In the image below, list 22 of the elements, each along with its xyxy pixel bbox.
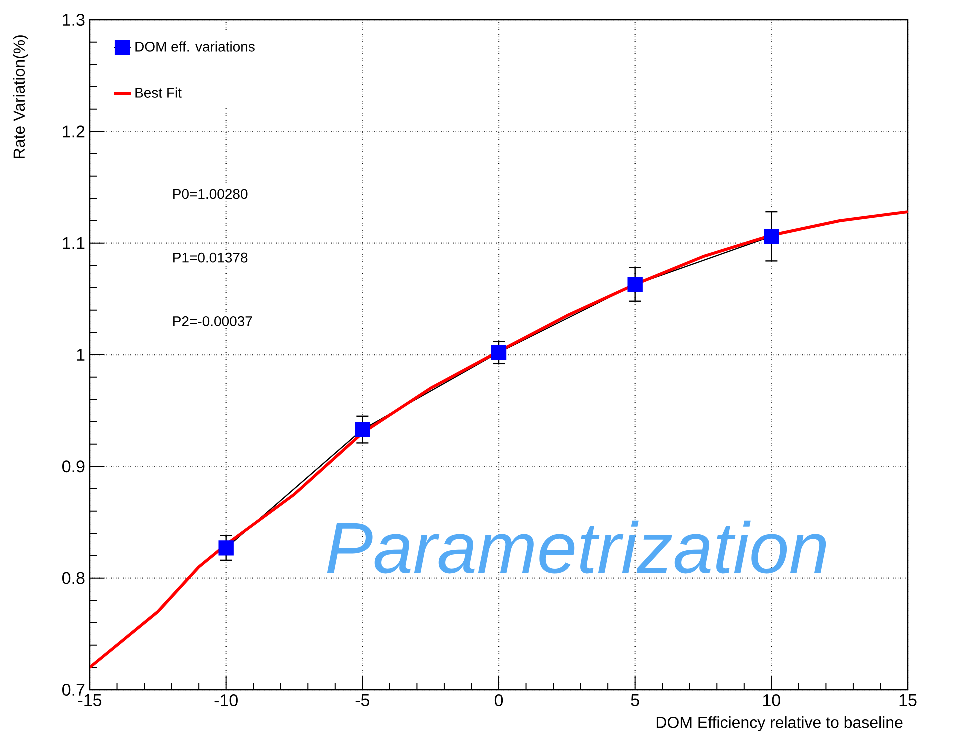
annotation: P2=-0.00037	[174, 316, 252, 326]
y-tick-label: 0.9	[62, 460, 85, 473]
annotation: P1=0.01378	[174, 252, 248, 263]
x-tick-label: -15	[78, 694, 102, 706]
y-tick-label: 0.7	[62, 684, 85, 696]
text: Parametrization	[327, 520, 826, 574]
annotation: P0=1.00280	[174, 189, 248, 200]
y-tick-label: 1	[77, 349, 85, 361]
x-tick-label: -10	[214, 694, 238, 707]
y-tick-label: 1.1	[63, 237, 85, 250]
x-tick-label: 15	[900, 694, 917, 706]
y-tick-label: 1.2	[63, 126, 85, 138]
legend-label: DOM eff. variations	[136, 42, 255, 52]
x-tick-label: 5	[631, 694, 640, 706]
y-axis-title: Rate Variation(%)	[13, 36, 28, 158]
x-tick-label: -5	[356, 694, 370, 706]
x-tick-label: 0	[494, 694, 504, 707]
y-tick-label: 0.8	[62, 572, 85, 584]
legend-label: Best Fit	[136, 88, 182, 98]
x-axis-title: DOM Efficiency relative to baseline	[656, 716, 903, 732]
x-tick-label: 10	[764, 694, 780, 707]
y-tick-label: 1.3	[63, 14, 85, 26]
